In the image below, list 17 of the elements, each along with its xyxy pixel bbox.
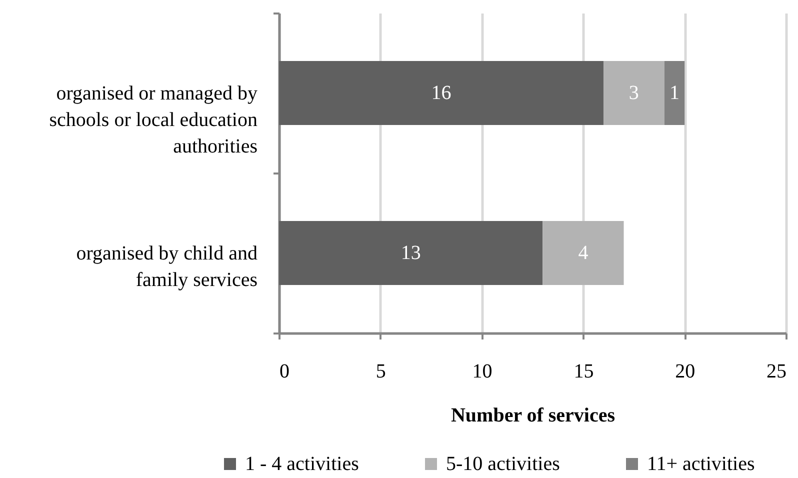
- data-label: 3: [628, 82, 639, 104]
- y-tick-label: organised or managed by schools or local education authorities: [49, 82, 258, 158]
- legend-label: 11+ activities: [647, 453, 755, 475]
- x-tick-label: 10: [472, 360, 492, 382]
- data-label: 16: [431, 82, 452, 104]
- data-label: 4: [578, 242, 588, 264]
- data-label: 13: [400, 242, 421, 264]
- y-tick-label: organised by child and family services: [76, 242, 258, 291]
- x-axis-title: Number of services: [450, 404, 616, 426]
- x-tick-label: 20: [675, 360, 696, 382]
- x-tick-label: 25: [766, 360, 786, 382]
- legend-label: 5-10 activities: [446, 453, 560, 475]
- data-label: 1: [669, 82, 680, 104]
- x-tick-label: 15: [574, 360, 594, 382]
- x-tick-label: 5: [376, 360, 386, 382]
- legend-label: 1 - 4 activities: [245, 453, 360, 475]
- x-tick-label: 0: [280, 360, 290, 382]
